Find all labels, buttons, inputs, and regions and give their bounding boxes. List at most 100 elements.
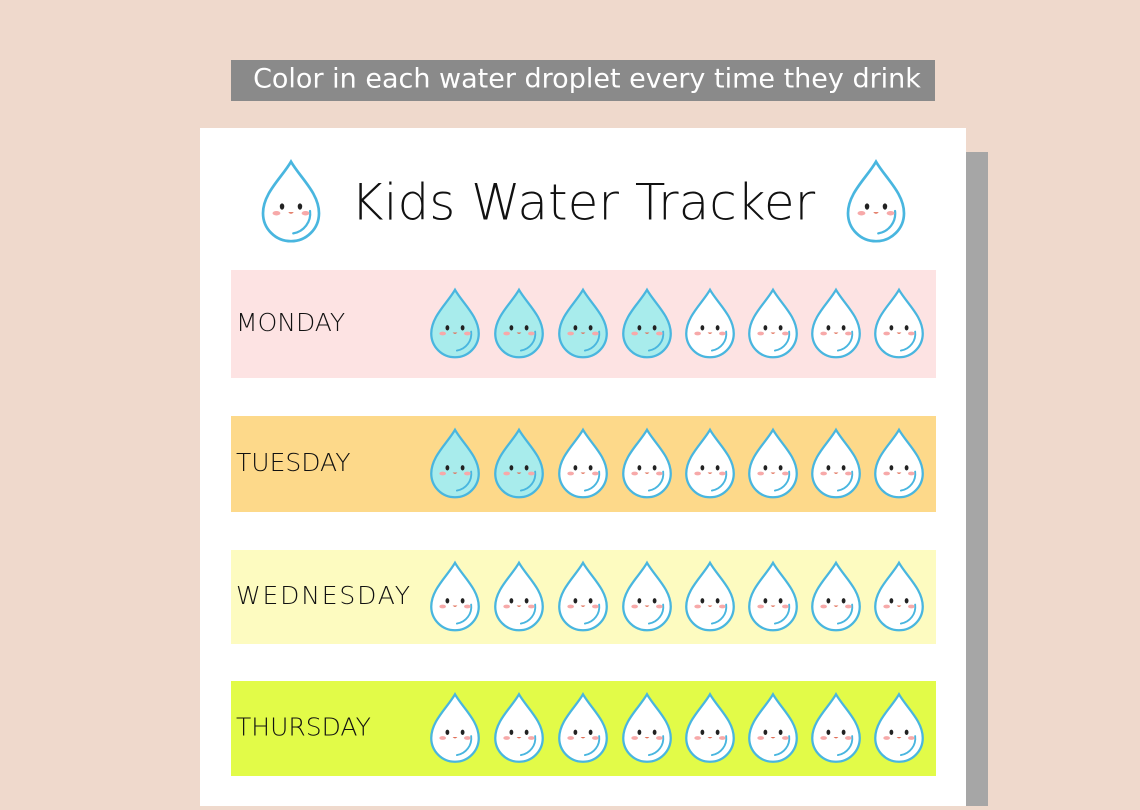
droplet-blush [883, 331, 890, 336]
droplet-eye [509, 465, 514, 471]
droplet-blush [757, 736, 764, 740]
droplet [622, 427, 672, 499]
day-label: WEDNESDAY [236, 581, 410, 610]
droplet [430, 287, 480, 359]
droplet-blush [464, 736, 471, 740]
droplet-shine [519, 735, 537, 757]
droplet-body [558, 692, 608, 763]
droplet-body [494, 560, 544, 632]
droplet-eye [715, 729, 720, 735]
droplet [430, 427, 480, 499]
droplet-blush [820, 471, 827, 476]
droplet-eye [588, 325, 593, 331]
droplet-blush [656, 604, 663, 609]
droplet-eye [904, 325, 909, 331]
droplet-eye [652, 325, 657, 331]
droplet-mouth [452, 737, 458, 739]
droplet-mouth [644, 332, 650, 334]
droplet-blush [820, 736, 827, 740]
droplet-shine [773, 603, 791, 625]
droplet-mouth [580, 472, 586, 474]
droplet-body [748, 287, 798, 359]
droplet-body [261, 158, 321, 243]
droplet-eye [573, 325, 578, 331]
droplet-body [748, 692, 798, 763]
droplet-eye [509, 598, 514, 604]
droplet [622, 287, 672, 359]
droplet-body [622, 692, 672, 763]
droplet-blush [503, 331, 510, 336]
droplet-body [748, 560, 798, 632]
droplet-blush [908, 331, 915, 336]
droplet-body [622, 560, 672, 632]
droplet-blush [857, 210, 866, 216]
droplet-blush [908, 471, 915, 476]
droplet-blush [631, 471, 638, 476]
droplet-eye [889, 729, 894, 735]
droplet-eye [841, 325, 846, 331]
droplet-mouth [707, 737, 713, 739]
droplet-blush [820, 331, 827, 336]
droplet [874, 287, 924, 359]
droplet-shine [710, 735, 728, 757]
droplet-blush [782, 736, 789, 740]
droplet-blush [567, 471, 574, 476]
droplet-mouth [516, 737, 522, 739]
droplet-eye [524, 598, 529, 604]
droplet-shine [710, 470, 728, 492]
droplet-shine [773, 735, 791, 757]
droplet [874, 692, 924, 763]
droplet-eye [637, 729, 642, 735]
droplet [811, 427, 861, 499]
droplet-eye [637, 325, 642, 331]
droplet-body [811, 692, 861, 763]
droplet-eye [882, 203, 888, 210]
droplet-eye [509, 729, 514, 735]
droplet-shine [519, 603, 537, 625]
droplet-shine [899, 735, 917, 757]
day-label: MONDAY [236, 308, 345, 337]
droplet-blush [845, 604, 852, 609]
droplet-eye [715, 598, 720, 604]
droplet-blush [782, 331, 789, 336]
droplet-blush [567, 736, 574, 740]
droplet [558, 560, 608, 632]
droplet-blush [719, 604, 726, 609]
droplet-blush [503, 471, 510, 476]
droplet-eye [904, 465, 909, 471]
droplet-blush [719, 736, 726, 740]
droplet-shine [647, 330, 665, 352]
droplet-body [622, 287, 672, 359]
droplet-eye [279, 203, 285, 210]
droplet [874, 427, 924, 499]
droplet-shine [647, 603, 665, 625]
droplet-eye [445, 729, 450, 735]
droplet-body [558, 560, 608, 632]
droplet-eye [588, 465, 593, 471]
droplet-blush [301, 210, 310, 216]
droplet-body [685, 560, 735, 632]
droplet-blush [464, 604, 471, 609]
droplet [748, 560, 798, 632]
droplet [494, 692, 544, 763]
droplet-mouth [580, 605, 586, 607]
droplet-mouth [452, 332, 458, 334]
droplet [685, 427, 735, 499]
droplet-shine [836, 735, 854, 757]
droplet-body [874, 287, 924, 359]
droplet-eye [637, 465, 642, 471]
droplet-mouth [770, 472, 776, 474]
droplet-eye [524, 729, 529, 735]
droplet-body [811, 560, 861, 632]
droplet-body [846, 158, 906, 243]
droplet-eye [509, 325, 514, 331]
droplet-blush [592, 604, 599, 609]
droplet-shine [773, 330, 791, 352]
droplet-body [430, 692, 480, 763]
droplet [748, 427, 798, 499]
droplet [685, 560, 735, 632]
droplet-eye [460, 465, 465, 471]
droplet [261, 158, 321, 243]
droplet-blush [782, 604, 789, 609]
